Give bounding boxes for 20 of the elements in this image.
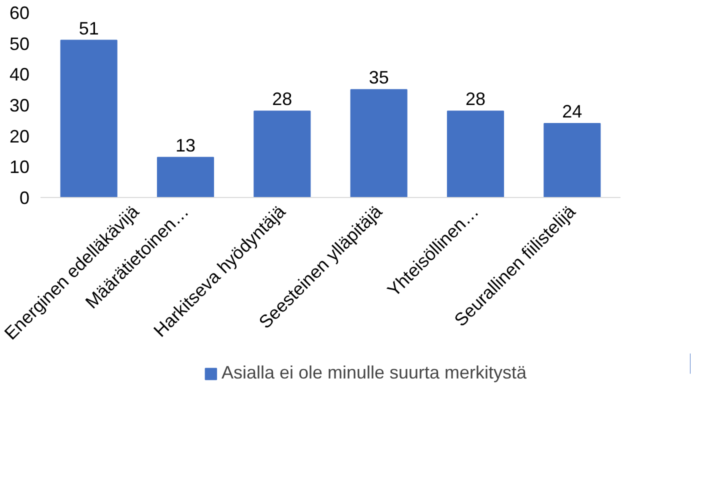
bar xyxy=(254,110,311,198)
y-tick-label: 10 xyxy=(9,157,30,178)
y-tick-label: 30 xyxy=(9,96,30,116)
data-label: 28 xyxy=(272,89,292,110)
bar xyxy=(350,89,408,198)
data-label: 24 xyxy=(562,102,582,122)
data-label: 28 xyxy=(465,89,486,110)
y-tick-label: 20 xyxy=(9,126,30,146)
y-tick-label: 0 xyxy=(19,188,30,208)
bar xyxy=(60,40,118,198)
bar xyxy=(446,110,504,198)
data-label: 13 xyxy=(175,135,196,156)
y-tick-label: 40 xyxy=(9,64,30,85)
data-label: 51 xyxy=(78,18,99,38)
legend-label: Asialla ei ole minulle suurta merkitystä xyxy=(221,362,527,384)
bar xyxy=(156,156,214,198)
data-label: 35 xyxy=(368,68,389,88)
y-tick-label: 60 xyxy=(9,3,30,23)
y-tick-label: 50 xyxy=(9,34,30,54)
bar xyxy=(544,123,601,198)
